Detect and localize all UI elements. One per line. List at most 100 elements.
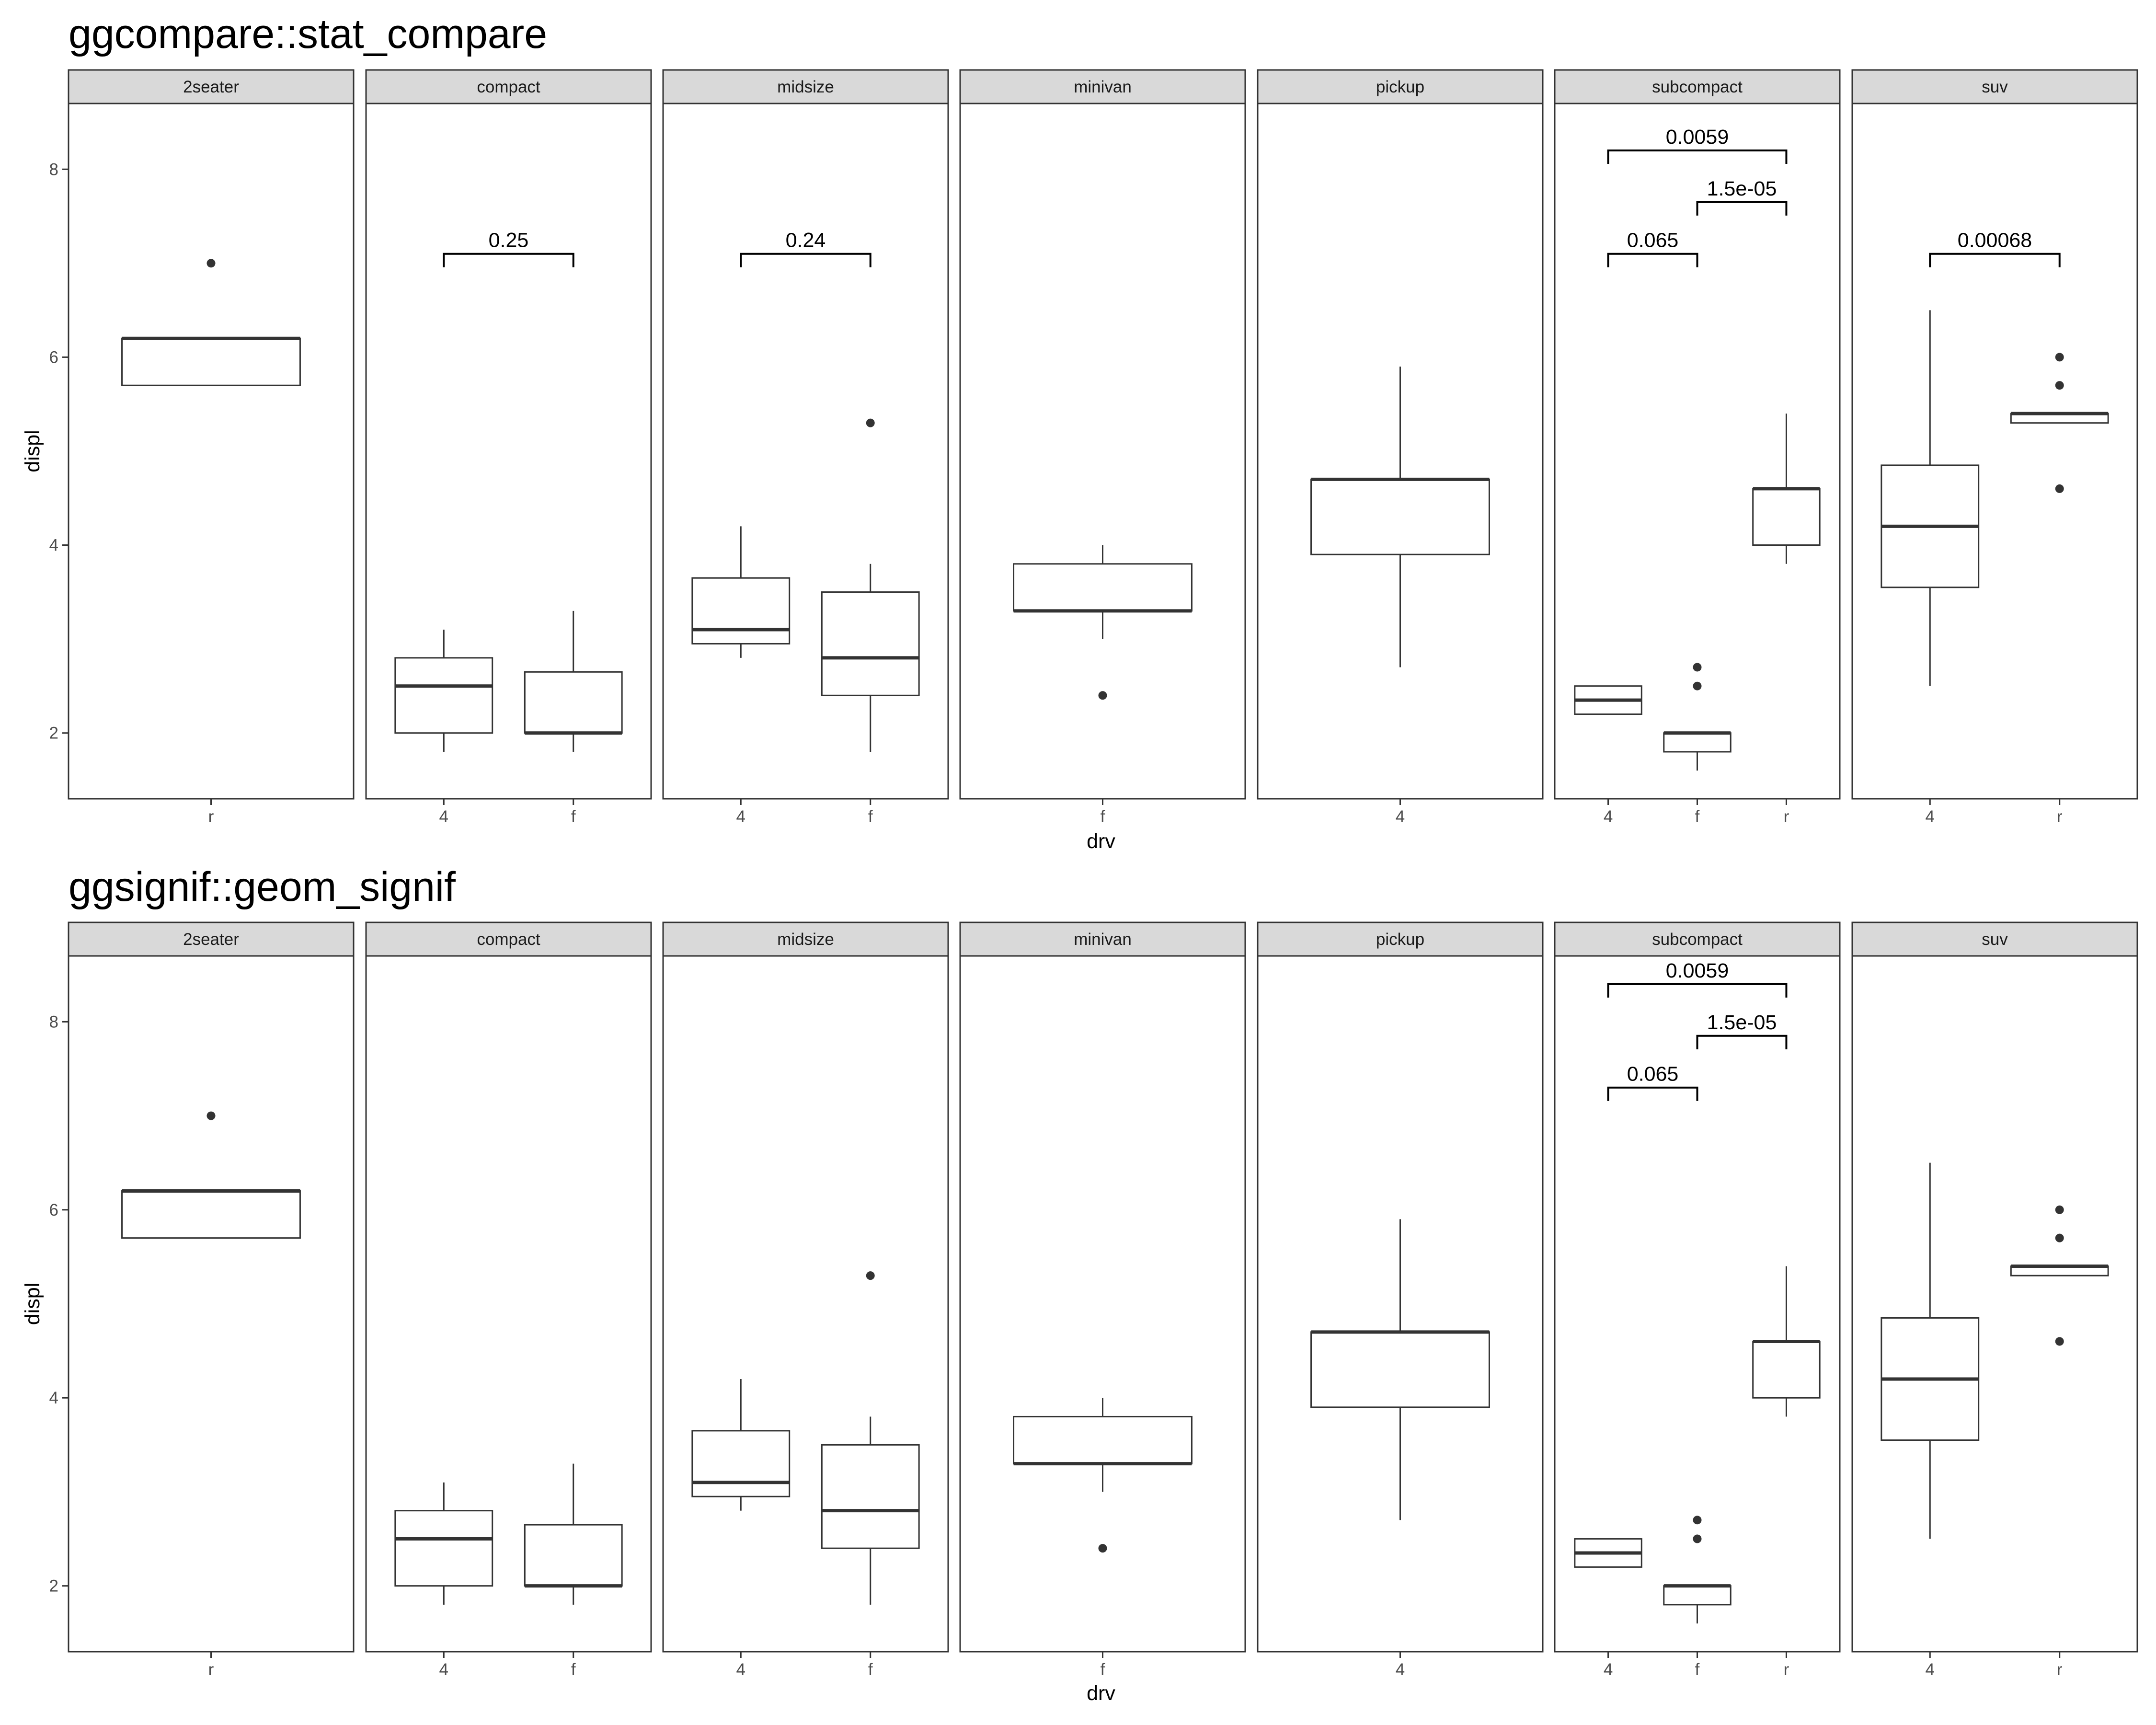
chart-title: ggsignif::geom_signif	[69, 864, 456, 910]
bracket-line	[1696, 1035, 1788, 1049]
facet-strip	[959, 921, 1246, 957]
bracket-p-value: 1.5e-05	[1707, 177, 1777, 200]
x-tick-label: r	[2057, 807, 2063, 826]
box-subcompact-r	[1752, 1266, 1821, 1417]
significance-bracket: 1.5e-05	[1696, 177, 1788, 216]
bracket-p-value: 0.24	[786, 229, 826, 252]
x-tick-label: r	[1784, 807, 1789, 826]
bracket-line	[1696, 201, 1788, 216]
facet-strip-label: compact	[477, 930, 540, 949]
facet-subcompact: subcompact 4 f r 0.065 1.5e-05 0.0059	[1554, 921, 1841, 1679]
bracket-p-value: 0.0059	[1666, 126, 1729, 149]
facet-strip	[365, 921, 652, 957]
outlier-point	[866, 1271, 875, 1280]
facet-strip-label: suv	[1982, 930, 2008, 949]
outlier-point	[1693, 663, 1702, 672]
box-subcompact-r	[1752, 414, 1821, 564]
box-body	[1663, 732, 1732, 753]
x-tick-label: f	[1101, 807, 1105, 826]
chart-title: ggcompare::stat_compare	[69, 11, 547, 57]
y-axis-title: displ	[21, 430, 44, 472]
box-pickup-4	[1310, 1219, 1490, 1520]
box-compact-f	[524, 1463, 623, 1605]
box-body	[121, 1190, 301, 1239]
significance-bracket: 0.25	[443, 229, 574, 267]
x-tick-label: 4	[1926, 1660, 1935, 1679]
facet-2seater: 2seater r	[68, 69, 355, 826]
box-body	[1663, 1585, 1732, 1606]
facet-strip-label: pickup	[1376, 930, 1424, 949]
y-axis-title: displ	[21, 1283, 44, 1325]
box-midsize-4	[691, 1379, 791, 1511]
box-subcompact-f	[1663, 1516, 1732, 1624]
bracket-p-value: 0.00068	[1958, 229, 2032, 252]
significance-bracket: 0.0059	[1607, 959, 1788, 998]
outlier-point	[206, 1111, 216, 1120]
box-body	[121, 337, 301, 386]
outlier-point	[1693, 1516, 1702, 1525]
facet-panel	[959, 955, 1246, 1653]
facet-2seater: 2seater r	[68, 921, 355, 1679]
box-body	[1310, 1331, 1490, 1408]
x-tick-label: 4	[736, 807, 745, 826]
box-body	[524, 1524, 623, 1587]
significance-bracket: 0.00068	[1929, 229, 2061, 267]
facet-strip	[1257, 69, 1544, 104]
bracket-line	[1607, 253, 1698, 267]
box-subcompact-4	[1574, 1538, 1642, 1568]
facet-compact: compact 4 f 0.25	[365, 69, 652, 826]
x-axis-title: drv	[1087, 1682, 1115, 1705]
box-subcompact-f	[1663, 663, 1732, 771]
x-tick-label: f	[868, 807, 873, 826]
facet-strip-label: compact	[477, 78, 540, 96]
facet-strip-label: minivan	[1074, 930, 1132, 949]
bracket-p-value: 0.0059	[1666, 959, 1729, 982]
facet-strip-label: suv	[1982, 78, 2008, 96]
x-tick-label: f	[868, 1660, 873, 1679]
x-tick-label: 4	[1396, 807, 1405, 826]
x-tick-label: 4	[439, 1660, 448, 1679]
bracket-p-value: 1.5e-05	[1707, 1011, 1777, 1034]
outlier-point	[2055, 1205, 2064, 1214]
facet-minivan: minivan f	[959, 69, 1246, 826]
box-suv-r	[2010, 1205, 2109, 1346]
x-tick-label: 4	[439, 807, 448, 826]
x-tick-label: f	[571, 1660, 576, 1679]
box-body	[1013, 1415, 1193, 1465]
facet-panel	[959, 103, 1246, 800]
y-tick-label: 4	[49, 1389, 58, 1407]
significance-bracket: 0.24	[740, 229, 872, 267]
box-minivan-f	[1013, 1398, 1193, 1553]
box-minivan-f	[1013, 545, 1193, 700]
x-tick-label: r	[208, 807, 214, 826]
facet-midsize: midsize 4 f	[662, 921, 949, 1679]
bracket-p-value: 0.25	[489, 229, 529, 252]
box-body	[821, 591, 920, 696]
bracket-p-value: 0.065	[1627, 229, 1679, 252]
facet-strip	[68, 921, 355, 957]
box-pickup-4	[1310, 367, 1490, 667]
facet-strip-label: midsize	[777, 930, 834, 949]
x-tick-label: f	[1695, 1660, 1700, 1679]
box-body	[1752, 488, 1821, 546]
x-axis-title: drv	[1087, 830, 1115, 853]
box-compact-f	[524, 610, 623, 752]
significance-bracket: 0.065	[1607, 1063, 1698, 1101]
facet-strip	[68, 69, 355, 104]
bracket-line	[443, 253, 574, 267]
box-subcompact-4	[1574, 685, 1642, 715]
facet-strip	[662, 921, 949, 957]
facet-strip	[959, 69, 1246, 104]
box-body	[394, 657, 493, 734]
bracket-p-value: 0.065	[1627, 1063, 1679, 1086]
y-tick-label: 8	[49, 1012, 58, 1031]
box-body	[691, 1430, 791, 1497]
box-body	[691, 577, 791, 644]
box-body	[1310, 478, 1490, 555]
bracket-line	[740, 253, 872, 267]
bracket-line	[1607, 1086, 1698, 1101]
box-2seater-r	[121, 259, 301, 386]
box-compact-4	[394, 1482, 493, 1605]
significance-bracket: 1.5e-05	[1696, 1011, 1788, 1049]
